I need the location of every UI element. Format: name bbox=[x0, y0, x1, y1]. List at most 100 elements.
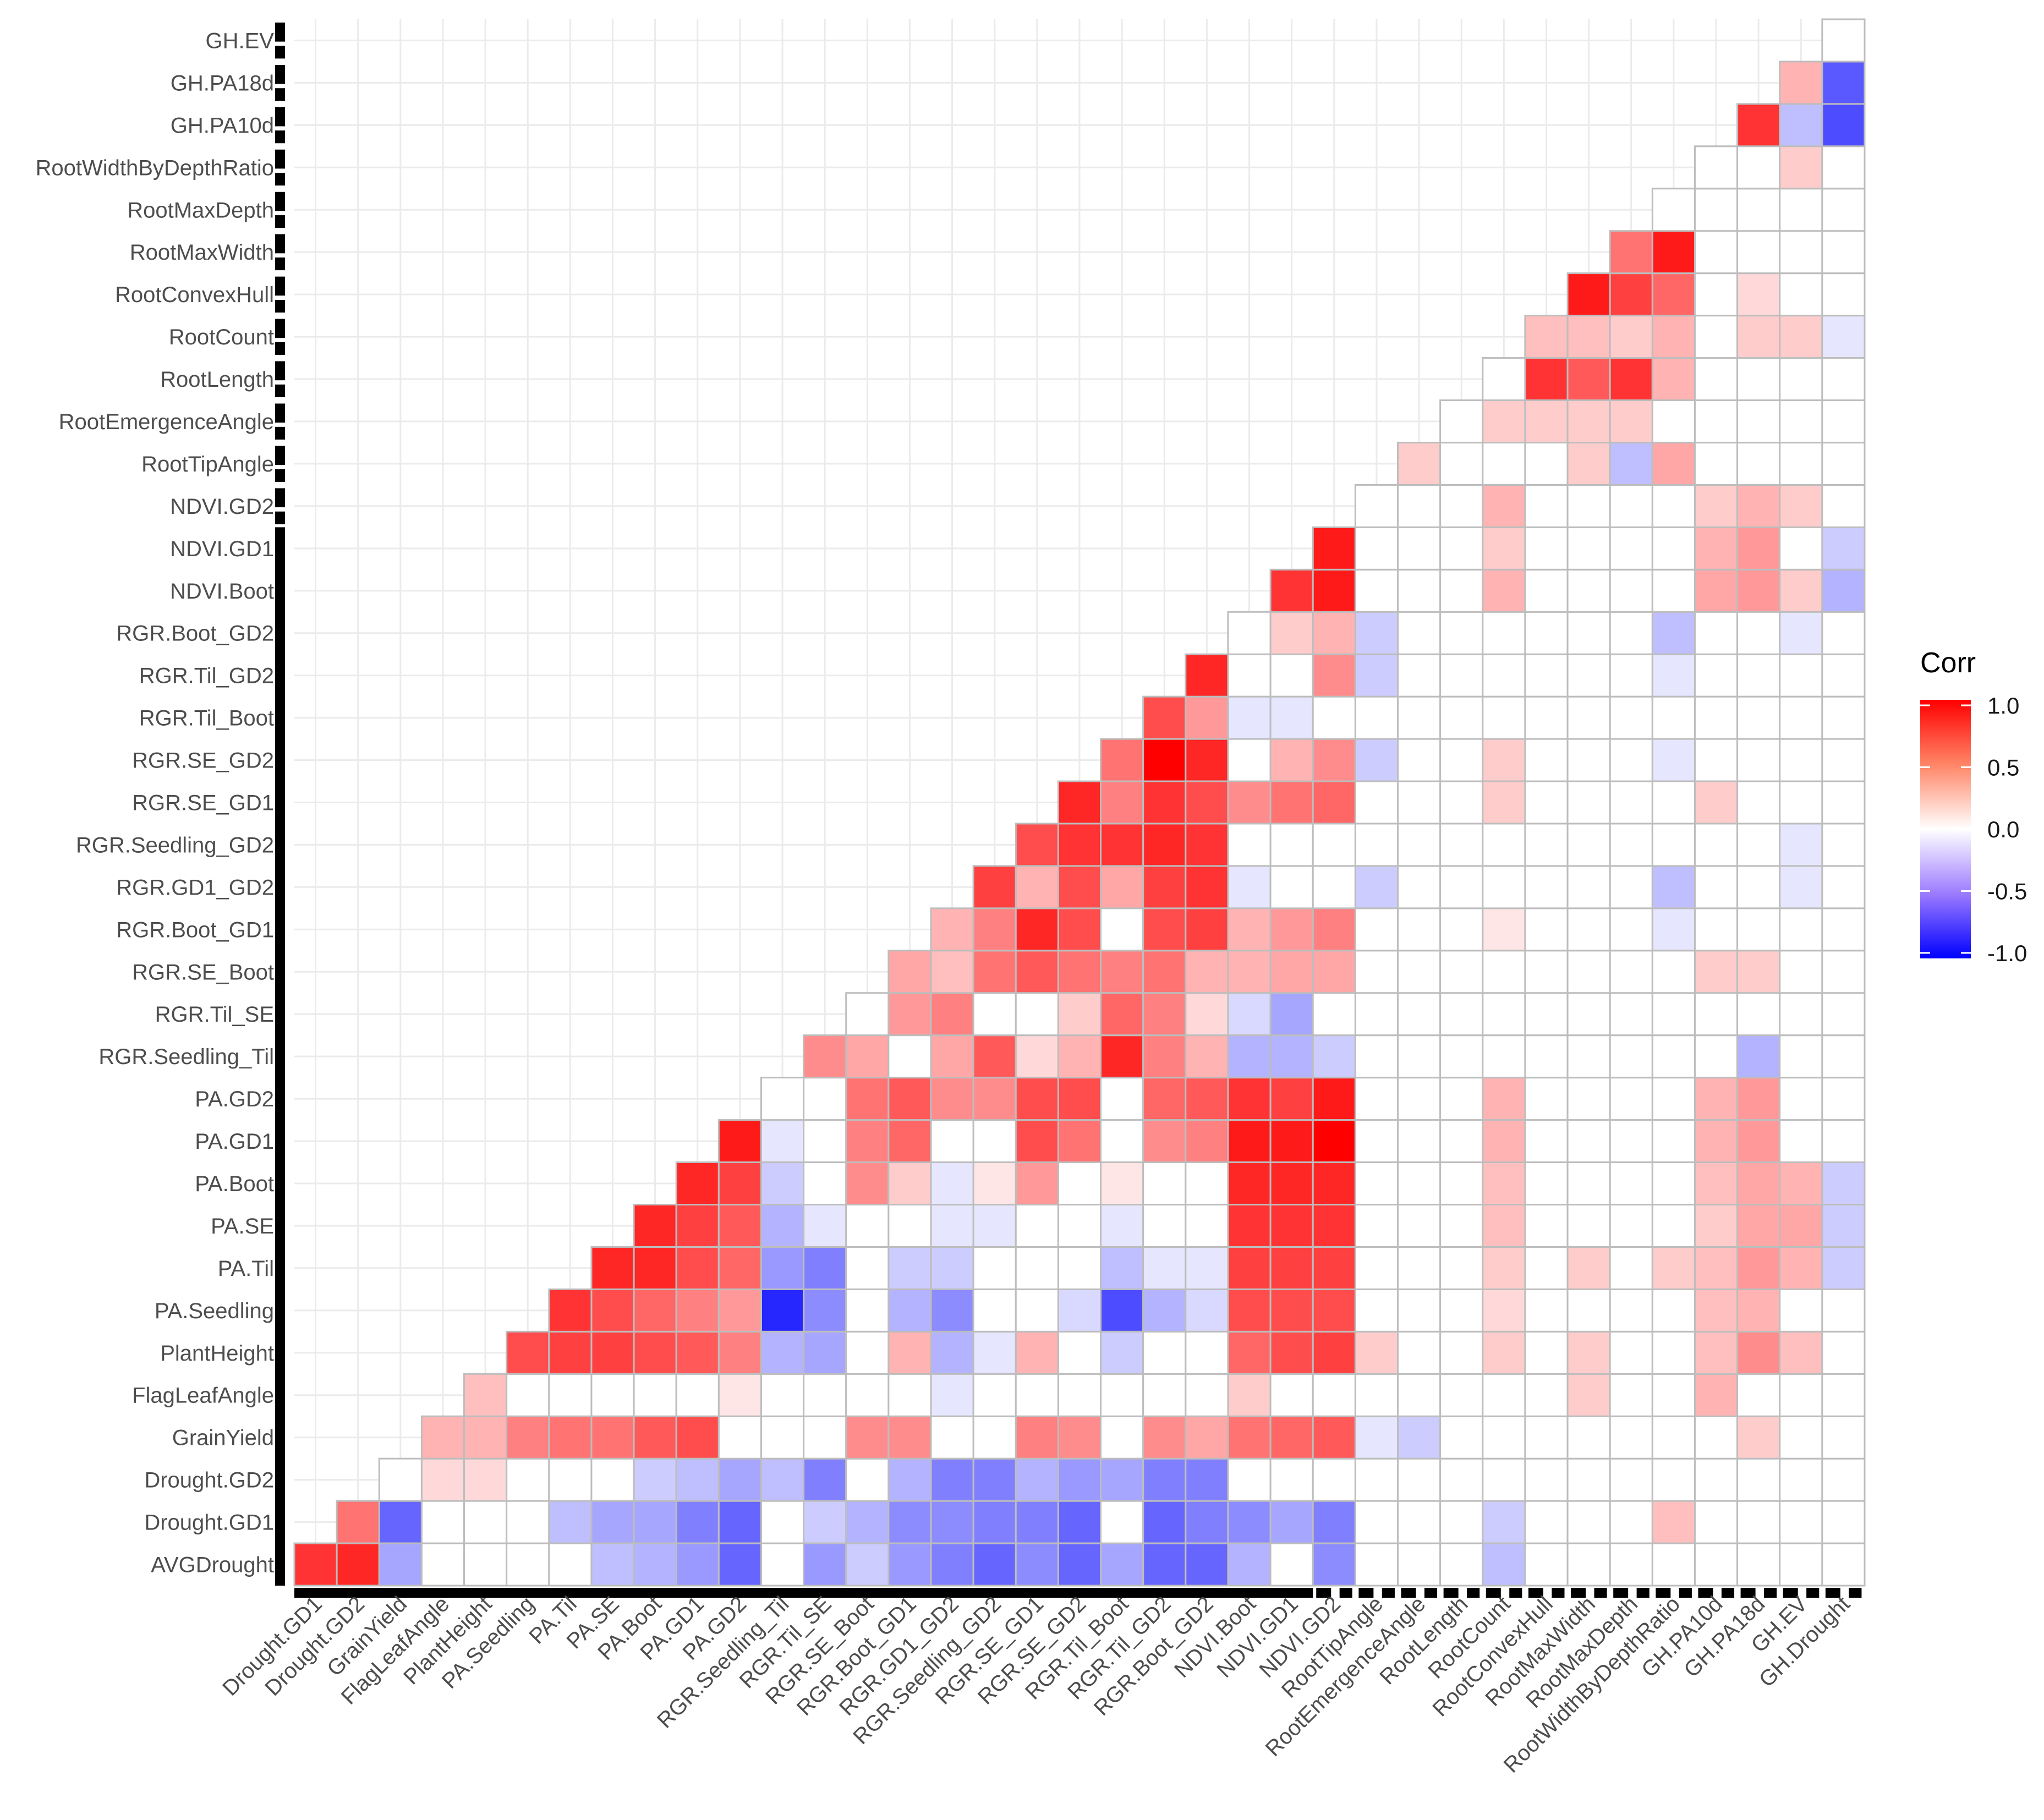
heatmap-cell: RootCount / GH.PA18d: 0.2 bbox=[1736, 315, 1781, 359]
heatmap-cell: PA.Seedling / NDVI.GD1: 0.7 bbox=[1269, 1288, 1314, 1333]
heatmap-cell: RGR.Seedling_Til / RGR.SE_Boot: 0.35 bbox=[845, 1034, 890, 1079]
heatmap-cell: RGR.Seedling_Til / RGR.Til_GD2: 0.5 bbox=[1142, 1034, 1187, 1079]
heatmap-cell: RootCount / RootConvexHull: 0.25 bbox=[1524, 315, 1569, 359]
heatmap-cell: NDVI.GD1 / GH.Drought: -0.2 bbox=[1821, 526, 1866, 571]
heatmap-cell: FlagLeafAngle / GH.PA18d: 0 bbox=[1736, 1373, 1781, 1417]
y-axis-dash bbox=[275, 215, 285, 228]
heatmap-cell: GrainYield / RootTipAngle: -0.1 bbox=[1354, 1415, 1399, 1460]
y-tick-label: RootTipAngle bbox=[141, 452, 274, 476]
heatmap-cell: RGR.Til_Boot / RootTipAngle: 0 bbox=[1354, 695, 1399, 740]
heatmap-cell: PA.Seedling / RootLength: 0 bbox=[1439, 1288, 1484, 1333]
heatmap-cell: GrainYield / GH.PA10d: 0 bbox=[1694, 1415, 1739, 1460]
heatmap-cell: RGR.Boot_GD1 / GH.EV: 0 bbox=[1779, 907, 1823, 952]
heatmap-cell: RootMaxDepth / GH.PA18d: 0 bbox=[1736, 188, 1781, 232]
heatmap-cell: NDVI.GD2 / RootMaxWidth: 0 bbox=[1566, 484, 1611, 528]
heatmap-cell: PA.Boot / PA.GD2: 0.75 bbox=[717, 1161, 762, 1205]
x-axis-dash bbox=[1571, 1588, 1586, 1598]
heatmap-cell: RGR.Til_Boot / NDVI.GD1: -0.1 bbox=[1269, 695, 1314, 740]
heatmap-cell: Drought.GD1 / RGR.SE_GD2: -0.6 bbox=[1057, 1500, 1102, 1544]
heatmap-cell: RGR.Seedling_GD2 / GH.Drought: 0 bbox=[1821, 823, 1866, 867]
heatmap-cell: Drought.GD2 / RGR.SE_Boot: 0 bbox=[845, 1457, 890, 1502]
heatmap-cell: RGR.Boot_GD2 / GH.Drought: 0 bbox=[1821, 611, 1866, 655]
heatmap-cell: RGR.SE_GD1 / RGR.SE_GD2: 0.85 bbox=[1057, 780, 1102, 825]
heatmap-cell: RGR.Til_SE / RGR.SE_Boot: 0 bbox=[845, 992, 890, 1037]
heatmap-cell: PA.GD2 / GH.PA18d: 0.4 bbox=[1736, 1077, 1781, 1121]
y-tick-label: RGR.Boot_GD1 bbox=[116, 918, 274, 942]
heatmap-cell: PA.SE / RootMaxDepth: 0 bbox=[1609, 1203, 1653, 1248]
heatmap-cell: RootWidthByDepthRatio / GH.EV: 0.2 bbox=[1779, 145, 1823, 190]
heatmap-cell: RootWidthByDepthRatio / GH.PA18d: 0 bbox=[1736, 145, 1781, 190]
heatmap-cell: RootEmergenceAngle / GH.PA18d: 0 bbox=[1736, 399, 1781, 443]
heatmap-cell: PA.GD2 / RGR.SE_Boot: 0.55 bbox=[845, 1077, 890, 1121]
heatmap-cell: Drought.GD1 / RootMaxDepth: 0 bbox=[1609, 1500, 1653, 1544]
x-tick-labels: Drought.GD1Drought.GD2GrainYieldFlagLeaf… bbox=[218, 1592, 1855, 1778]
heatmap-cell: Drought.GD1 / GH.PA10d: 0 bbox=[1694, 1500, 1739, 1544]
heatmap-cell: GrainYield / RGR.SE_GD2: 0.45 bbox=[1057, 1415, 1102, 1460]
heatmap-cell: RGR.GD1_GD2 / NDVI.GD1: 0 bbox=[1269, 865, 1314, 909]
heatmap-cell: RootCount / RootMaxWidth: 0.25 bbox=[1566, 315, 1611, 359]
heatmap-cell: PA.SE / RootCount: 0.25 bbox=[1482, 1203, 1526, 1248]
heatmap-cell: FlagLeafAngle / NDVI.GD1: 0 bbox=[1269, 1373, 1314, 1417]
heatmap-cell: RGR.SE_GD1 / RGR.Til_GD2: 0.8 bbox=[1142, 780, 1187, 825]
heatmap-cell: RGR.Seedling_GD2 / RGR.SE_GD2: 0.8 bbox=[1057, 823, 1102, 867]
heatmap-cell: FlagLeafAngle / GH.EV: 0 bbox=[1779, 1373, 1823, 1417]
heatmap-cell: RGR.SE_Boot / RGR.Seedling_GD2: 0.55 bbox=[972, 950, 1017, 994]
heatmap-cell: GrainYield / RGR.Boot_GD2: 0.35 bbox=[1185, 1415, 1229, 1460]
heatmap-cell: PlantHeight / RGR.Til_SE: -0.35 bbox=[803, 1330, 847, 1375]
heatmap-cell: NDVI.Boot / RootLength: 0 bbox=[1439, 568, 1484, 613]
heatmap-cell: RGR.Boot_GD2 / NDVI.GD2: 0.3 bbox=[1312, 611, 1356, 655]
heatmap-cell: AVGDrought / NDVI.GD2: -0.45 bbox=[1312, 1542, 1356, 1587]
heatmap-cell: PlantHeight / RootTipAngle: 0.2 bbox=[1354, 1330, 1399, 1375]
heatmap-cell: Drought.GD1 / NDVI.Boot: -0.45 bbox=[1227, 1500, 1272, 1544]
y-tick-label: GH.PA18d bbox=[171, 71, 274, 95]
heatmap-cell: RGR.Til_Boot / GH.EV: 0 bbox=[1779, 695, 1823, 740]
heatmap-cell: FlagLeafAngle / RGR.SE_Boot: 0 bbox=[845, 1373, 890, 1417]
heatmap-cell: AVGDrought / RootMaxWidth: 0 bbox=[1566, 1542, 1611, 1587]
heatmap-cell: RootLength / GH.PA10d: 0 bbox=[1694, 357, 1739, 402]
heatmap-cell: RGR.SE_GD2 / RootTipAngle: -0.2 bbox=[1354, 738, 1399, 782]
heatmap-cell: PA.SE / RGR.SE_GD1: 0 bbox=[1015, 1203, 1059, 1248]
heatmap-cell: PA.SE / RootEmergenceAngle: 0 bbox=[1397, 1203, 1442, 1248]
heatmap-cell: PA.Til / NDVI.Boot: 0.75 bbox=[1227, 1246, 1272, 1290]
heatmap-cell: GH.PA10d / GH.Drought: -0.7 bbox=[1821, 103, 1866, 147]
heatmap-cell: RGR.Boot_GD2 / GH.PA18d: 0 bbox=[1736, 611, 1781, 655]
heatmap-cell: Drought.GD1 / RGR.Seedling_Til: 0 bbox=[760, 1500, 805, 1544]
heatmap-cell: NDVI.GD1 / RootMaxWidth: 0 bbox=[1566, 526, 1611, 571]
y-axis-dash bbox=[275, 149, 285, 169]
heatmap-cell: PA.Boot / RGR.Til_GD2: 0 bbox=[1142, 1161, 1187, 1205]
heatmap-cell: GrainYield / RootWidthByDepthRatio: 0 bbox=[1651, 1415, 1696, 1460]
heatmap-cell: RGR.Boot_GD1 / RGR.Seedling_GD2: 0.5 bbox=[972, 907, 1017, 952]
heatmap-cell: Drought.GD2 / RootTipAngle: 0 bbox=[1354, 1457, 1399, 1502]
heatmap-cell: PlantHeight / RGR.Boot_GD1: 0.3 bbox=[887, 1330, 932, 1375]
heatmap-cell: FlagLeafAngle / RootEmergenceAngle: 0 bbox=[1397, 1373, 1442, 1417]
heatmap-cell: Drought.GD1 / Drought.GD2: 0.55 bbox=[336, 1500, 380, 1544]
heatmap-cell: Drought.GD2 / RootWidthByDepthRatio: 0 bbox=[1651, 1457, 1696, 1502]
y-tick-label: GH.EV bbox=[206, 29, 275, 53]
x-axis-dash bbox=[1764, 1588, 1777, 1598]
heatmap-cell: RGR.Boot_GD2 / RootMaxDepth: 0 bbox=[1609, 611, 1653, 655]
heatmap-cell: Drought.GD1 / PlantHeight: 0 bbox=[463, 1500, 508, 1544]
heatmap-cell: Drought.GD1 / RootMaxWidth: 0 bbox=[1566, 1500, 1611, 1544]
heatmap-cell: GH.PA10d / GH.EV: -0.25 bbox=[1779, 103, 1823, 147]
heatmap-cell: RGR.Til_Boot / GH.PA10d: 0 bbox=[1694, 695, 1739, 740]
y-axis-dash bbox=[275, 107, 285, 127]
heatmap-cell: RGR.Boot_GD2 / RootLength: 0 bbox=[1439, 611, 1484, 655]
heatmap-cell: PA.GD1 / GH.PA18d: 0.4 bbox=[1736, 1119, 1781, 1164]
heatmap-cell: AVGDrought / NDVI.GD1: 0 bbox=[1269, 1542, 1314, 1587]
heatmap-cell: FlagLeafAngle / GH.PA10d: 0.3 bbox=[1694, 1373, 1739, 1417]
y-axis-dash bbox=[275, 130, 285, 144]
heatmap-cell: RGR.Til_SE / RGR.Seedling_GD2: 0 bbox=[972, 992, 1017, 1037]
heatmap-cell: PA.Seedling / NDVI.Boot: 0.7 bbox=[1227, 1288, 1272, 1333]
heatmap-cell: RGR.Til_SE / RGR.GD1_GD2: 0.5 bbox=[930, 992, 974, 1037]
heatmap-cell: RootConvexHull / RootMaxWidth: 0.9 bbox=[1566, 272, 1611, 317]
x-axis-dash bbox=[1656, 1588, 1671, 1598]
heatmap-cell: PA.Til / RGR.Til_SE: -0.5 bbox=[803, 1246, 847, 1290]
heatmap-cell: RGR.Boot_GD1 / NDVI.GD2: 0.5 bbox=[1312, 907, 1356, 952]
heatmap-cell: RGR.GD1_GD2 / RootMaxDepth: 0 bbox=[1609, 865, 1653, 909]
heatmap-cell: RGR.Til_GD2 / RootMaxWidth: 0 bbox=[1566, 653, 1611, 698]
heatmap-cell: GrainYield / RGR.Til_SE: 0 bbox=[803, 1415, 847, 1460]
heatmap-cell: GrainYield / PA.SE: 0.55 bbox=[590, 1415, 635, 1460]
heatmap-cell: RootMaxDepth / GH.Drought: 0 bbox=[1821, 188, 1866, 232]
heatmap-cell: RGR.SE_Boot / NDVI.GD1: 0.35 bbox=[1269, 950, 1314, 994]
legend-tick-label: 0.0 bbox=[1987, 816, 2019, 842]
